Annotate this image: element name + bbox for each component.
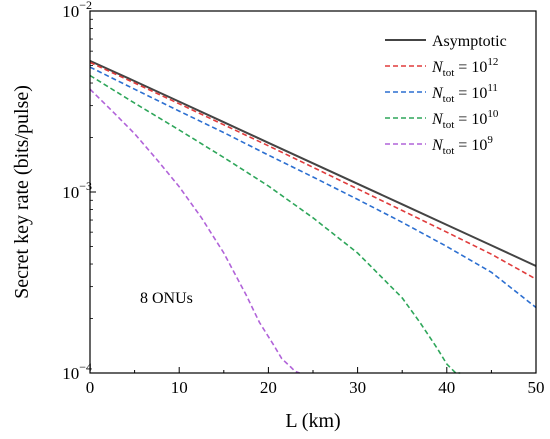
series-line-4	[89, 88, 300, 374]
x-tick-label-5: 50	[528, 378, 545, 397]
legend-label-1: Ntot = 1012	[431, 56, 498, 79]
y-tick-label-1: 10−3	[62, 179, 92, 202]
annotation-label: 8 ONUs	[140, 290, 193, 307]
x-tick-label-2: 20	[260, 378, 277, 397]
legend-label-2: Ntot = 1011	[431, 82, 498, 105]
x-tick-label-1: 10	[171, 378, 188, 397]
y-tick-label-0: 10−4	[62, 360, 92, 383]
x-tick-label-0: 0	[86, 378, 95, 397]
x-tick-label-4: 40	[438, 378, 455, 397]
legend: Asymptotic Ntot = 1012 Ntot = 1011 Ntot = 1…	[385, 33, 507, 157]
legend-label-0: Asymptotic	[432, 33, 507, 50]
series-line-1	[89, 61, 537, 280]
axes-group: 0 10 20 30 40 50 10−4 10−3 10−2	[62, 0, 544, 397]
series-line-2	[89, 66, 537, 309]
x-tick-label-3: 30	[349, 378, 366, 397]
x-axis-title: L (km)	[285, 410, 340, 432]
y-tick-label-2: 10−2	[62, 0, 92, 21]
y-axis-title: Secret key rate (bits/pulse)	[11, 85, 33, 299]
series-line-0	[89, 59, 537, 267]
series-group	[89, 59, 537, 374]
legend-label-3: Ntot = 1010	[431, 108, 499, 131]
legend-label-4: Ntot = 109	[431, 134, 493, 157]
series-line-3	[89, 74, 461, 374]
